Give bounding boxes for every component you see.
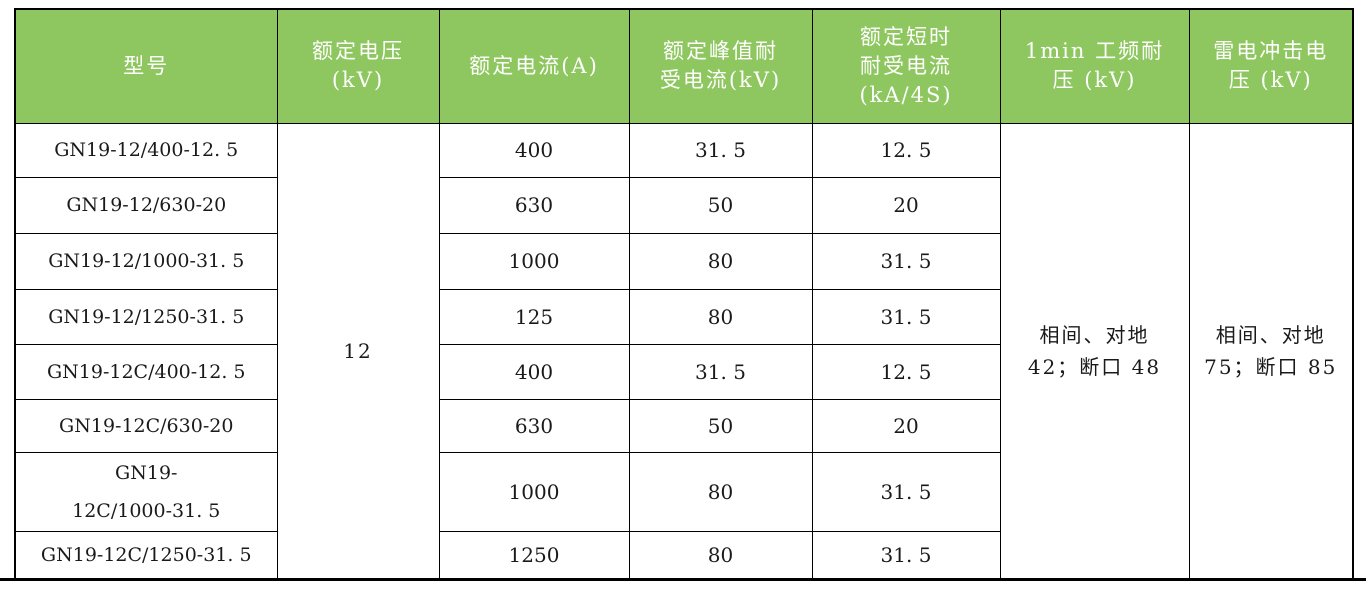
col-header-peak-withstand-current: 额定峰值耐 受电流(kV) xyxy=(628,8,813,124)
cell-peak-current: 31. 5 xyxy=(628,343,813,400)
cell-rated-current: 1250 xyxy=(438,530,630,581)
cell-rated-current: 1000 xyxy=(438,232,630,290)
cell-peak-current: 80 xyxy=(628,232,813,290)
header-row: 型号 额定电压 (kV) 额定电流(A) 额定峰值耐 受电流(kV) 额定短时 … xyxy=(14,8,1354,124)
col-header-short-time-withstand-current: 额定短时 耐受电流 (kA/4S) xyxy=(811,8,1001,124)
cell-peak-current: 80 xyxy=(628,288,813,345)
cell-model: GN19-12/1250-31. 5 xyxy=(14,288,278,345)
cell-short-time-current: 31. 5 xyxy=(811,288,1001,345)
cell-short-time-current: 12. 5 xyxy=(811,343,1001,400)
cell-short-time-current: 20 xyxy=(811,398,1001,453)
table-row: GN19-12/400-12. 5 12 400 31. 5 12. 5 相间、… xyxy=(14,122,1354,581)
cell-short-time-current: 31. 5 xyxy=(811,530,1001,581)
cell-rated-current: 1000 xyxy=(438,451,630,532)
cell-model: GN19-12C/630-20 xyxy=(14,398,278,453)
cell-short-time-current: 31. 5 xyxy=(811,451,1001,532)
cell-model: GN19-12C/1250-31. 5 xyxy=(14,530,278,581)
cell-model: GN19-12/400-12. 5 xyxy=(14,122,278,178)
cell-model: GN19-12/1000-31. 5 xyxy=(14,232,278,290)
table-row: GN19-12C/630-20 630 50 20 xyxy=(14,398,1353,453)
col-header-rated-voltage: 额定电压 (kV) xyxy=(276,8,440,124)
table-row: GN19-12C/1250-31. 5 1250 80 31. 5 xyxy=(14,530,1353,581)
cell-short-time-current: 20 xyxy=(811,176,1001,234)
cell-model: GN19-12/630-20 xyxy=(14,176,278,234)
cell-rated-current: 630 xyxy=(438,398,630,453)
col-header-power-frequency-withstand: 1min 工频耐 压 (kV) xyxy=(999,8,1190,124)
col-header-lightning-impulse: 雷电冲击电 压 (kV) xyxy=(1188,8,1354,124)
table-row: GN19-12C/400-12. 5 400 31. 5 12. 5 xyxy=(14,343,1353,400)
cell-lightning-impulse-merged: 相间、对地 75；断口 85 xyxy=(1188,122,1354,581)
col-header-rated-current: 额定电流(A) xyxy=(438,8,630,124)
cell-rated-current: 400 xyxy=(438,122,630,178)
cell-peak-current: 50 xyxy=(628,176,813,234)
spec-table: 型号 额定电压 (kV) 额定电流(A) 额定峰值耐 受电流(kV) 额定短时 … xyxy=(14,8,1354,581)
cell-model: GN19- 12C/1000-31. 5 xyxy=(14,451,278,532)
cell-peak-current: 31. 5 xyxy=(628,122,813,178)
bottom-divider xyxy=(0,578,1366,581)
cell-short-time-current: 31. 5 xyxy=(811,232,1001,290)
cell-power-frequency-merged: 相间、对地 42；断口 48 xyxy=(999,122,1190,581)
cell-rated-current: 630 xyxy=(438,176,630,234)
cell-rated-current: 400 xyxy=(438,343,630,400)
cell-peak-current: 50 xyxy=(628,398,813,453)
table-row: GN19-12/1250-31. 5 125 80 31. 5 xyxy=(14,288,1353,345)
table-row: GN19- 12C/1000-31. 5 1000 80 31. 5 xyxy=(14,451,1353,532)
cell-peak-current: 80 xyxy=(628,530,813,581)
col-header-model: 型号 xyxy=(14,8,278,124)
table-row: GN19-12/630-20 630 50 20 xyxy=(14,176,1353,234)
cell-rated-voltage-merged: 12 xyxy=(276,122,440,581)
cell-model: GN19-12C/400-12. 5 xyxy=(14,343,278,400)
cell-short-time-current: 12. 5 xyxy=(811,122,1001,178)
table-row: GN19-12/1000-31. 5 1000 80 31. 5 xyxy=(14,232,1353,290)
cell-rated-current: 125 xyxy=(438,288,630,345)
cell-peak-current: 80 xyxy=(628,451,813,532)
